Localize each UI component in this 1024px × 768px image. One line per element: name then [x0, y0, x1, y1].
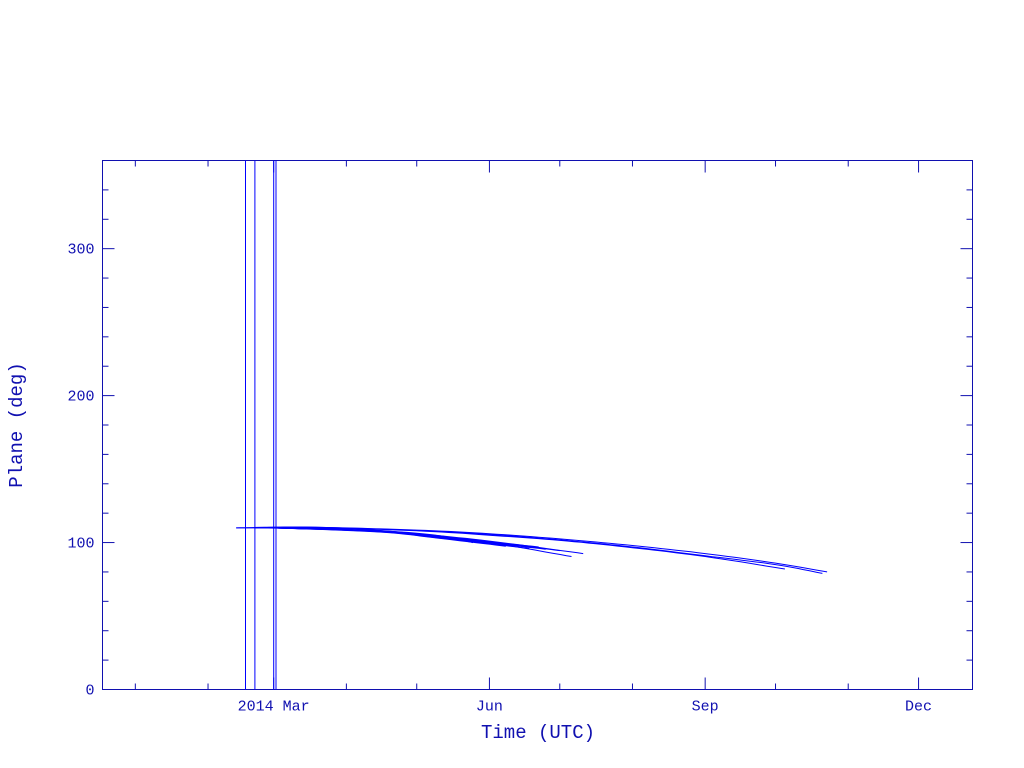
- x-axis-label: Time (UTC): [481, 722, 595, 744]
- x-tick-label: Jun: [476, 699, 503, 716]
- series-line: [254, 527, 572, 557]
- y-tick-label: 200: [67, 389, 94, 406]
- x-tick-label: Dec: [905, 699, 932, 716]
- y-tick-label: 0: [85, 683, 94, 700]
- series-line: [273, 527, 474, 544]
- series-line: [273, 527, 530, 549]
- x-tick-label: 2014 Mar: [238, 699, 310, 716]
- y-tick-label: 100: [67, 536, 94, 553]
- plot-frame: [102, 160, 973, 690]
- series-line: [273, 527, 506, 547]
- y-axis-label: Plane (deg): [6, 362, 28, 487]
- x-tick-label: Sep: [692, 699, 719, 716]
- y-tick-label: 300: [67, 242, 94, 259]
